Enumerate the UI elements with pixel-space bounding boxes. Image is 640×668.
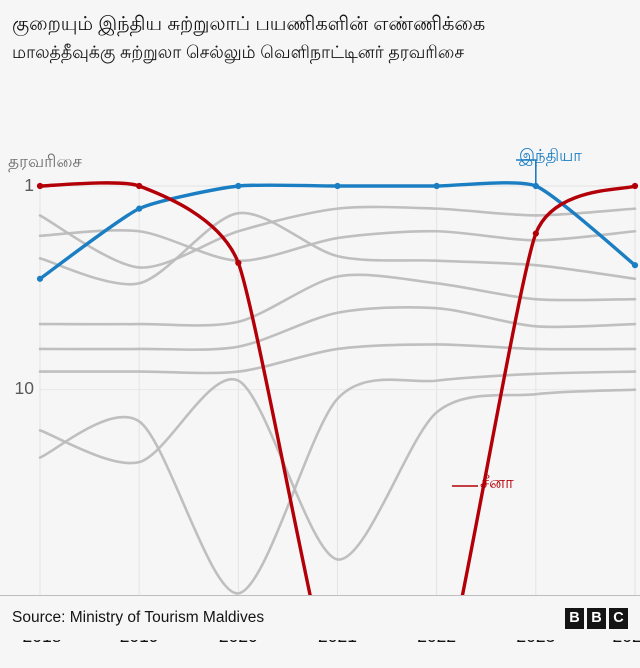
data-point: [631, 261, 639, 268]
y-axis-label: தரவரிசை: [8, 151, 82, 171]
chart-footer: Source: Ministry of Tourism Maldives B B…: [0, 595, 640, 640]
plot-area: தரவரிசை 1 10 20 2018 2019 2020 2021 2022…: [0, 68, 640, 646]
data-point: [136, 182, 143, 189]
chart-header: குறையும் இந்திய சுற்றுலாப் பயணிகளின் எண்…: [0, 0, 640, 66]
y-tick-10: 10: [14, 378, 34, 399]
series-line-other-6: [38, 342, 637, 374]
bbc-logo: B B C: [565, 607, 628, 629]
series-lines: [36, 180, 639, 620]
series-line-other-7: [38, 377, 637, 561]
y-tick-1: 1: [24, 174, 34, 195]
page-title: குறையும் இந்திய சுற்றுலாப் பயணிகளின் எண்…: [12, 13, 486, 35]
source-text: Source: Ministry of Tourism Maldives: [12, 609, 265, 626]
data-point: [235, 259, 242, 266]
series-line-other-1: [38, 205, 637, 269]
data-point: [532, 230, 539, 237]
series-line-other-3: [38, 211, 637, 286]
series-line-other-4: [38, 273, 637, 327]
data-point: [36, 275, 44, 282]
series-line-சீனா: [38, 180, 637, 620]
bbc-logo-letter-3: C: [609, 607, 628, 629]
series-line-other-8: [38, 369, 637, 595]
bbc-logo-letter-2: B: [587, 607, 606, 629]
chart-subtitle: மாலத்தீவுக்கு சுற்றுலா செல்லும் வெளிநாட்…: [12, 42, 464, 63]
chart-card: குறையும் இந்திய சுற்றுலாப் பயணிகளின் எண்…: [0, 0, 640, 646]
series-label-india: இந்தியா: [519, 146, 582, 165]
bbc-logo-letter-1: B: [565, 607, 584, 629]
series-label-china: சீனா: [480, 473, 514, 492]
data-point: [334, 182, 341, 189]
series-line-other-2: [38, 228, 637, 262]
data-point: [433, 182, 440, 189]
data-point: [136, 205, 143, 212]
data-point: [235, 182, 242, 189]
data-point: [36, 182, 44, 189]
annotations: [452, 158, 537, 487]
data-point: [631, 182, 639, 189]
annotation-leader-india: [516, 158, 537, 186]
series-line-other-5: [38, 305, 637, 351]
